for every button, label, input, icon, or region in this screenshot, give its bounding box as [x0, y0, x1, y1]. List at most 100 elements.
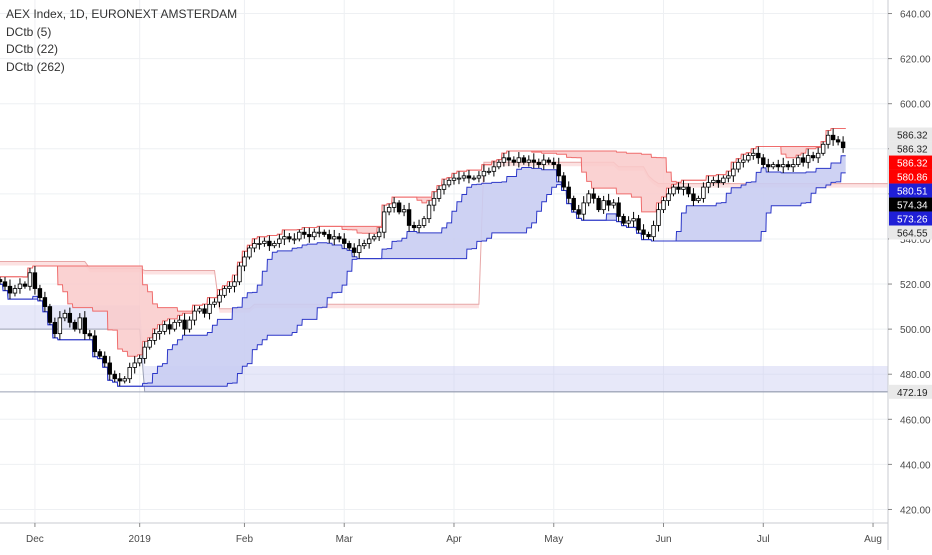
- candle-body: [187, 319, 192, 330]
- candle: [381, 205, 387, 239]
- candle-body: [541, 159, 546, 165]
- candle-body: [726, 175, 731, 179]
- candle: [516, 152, 522, 168]
- candle: [366, 233, 372, 249]
- candle: [681, 180, 686, 196]
- candle-body: [581, 202, 586, 215]
- candle: [471, 175, 477, 181]
- candle-body: [132, 362, 137, 368]
- candle-body: [112, 373, 117, 380]
- candle-body: [516, 157, 522, 163]
- candle-body: [152, 333, 157, 341]
- candle-body: [406, 209, 412, 226]
- candle: [287, 232, 292, 243]
- candle: [796, 155, 801, 167]
- candle: [531, 153, 536, 169]
- candle-body: [142, 346, 147, 359]
- candle-body: [656, 209, 661, 226]
- candle-body: [526, 159, 532, 163]
- candle-body: [776, 164, 781, 168]
- price-tick-label: 460.00: [900, 415, 931, 426]
- time-tick-label: Apr: [446, 534, 462, 545]
- candle: [67, 307, 73, 328]
- candle: [656, 202, 661, 232]
- legend-study-dctb-22[interactable]: DCtb (22): [6, 42, 59, 56]
- candle-body: [47, 306, 53, 323]
- candle: [716, 174, 721, 188]
- candle: [17, 278, 23, 294]
- candle: [546, 157, 551, 165]
- candle-body: [800, 157, 806, 163]
- price-tag-box: [889, 211, 932, 226]
- candle-body: [671, 186, 676, 195]
- candle-body: [606, 200, 611, 206]
- candle-body: [7, 285, 13, 294]
- candle-body: [92, 335, 97, 353]
- candle-body: [252, 243, 257, 249]
- candle-body: [162, 324, 167, 332]
- candle-body: [416, 225, 422, 229]
- candle-body: [701, 186, 706, 199]
- candle-body: [786, 164, 791, 168]
- price-tag: 574.34: [889, 197, 932, 212]
- candle: [771, 161, 776, 170]
- candle: [825, 130, 831, 149]
- candle-body: [212, 301, 217, 305]
- candle-body: [636, 218, 641, 231]
- price-tag: 573.26: [889, 211, 932, 226]
- candle: [386, 203, 392, 216]
- candle-body: [242, 256, 247, 267]
- legend-study-dctb-5[interactable]: DCtb (5): [6, 24, 52, 39]
- candle: [356, 238, 362, 259]
- candle: [701, 182, 706, 203]
- candle-body: [741, 159, 746, 163]
- candle-body: [57, 317, 63, 335]
- candle-body: [117, 378, 122, 382]
- legend-title: AEX Index, 1D, EURONEXT AMSTERDAM: [6, 7, 238, 21]
- candle-body: [436, 188, 442, 199]
- candle-body: [182, 319, 187, 330]
- candle: [371, 233, 377, 242]
- candle: [581, 196, 586, 221]
- candle-body: [307, 234, 312, 238]
- candle-body: [586, 193, 591, 204]
- candle: [252, 238, 257, 253]
- legend-study-dctb-262[interactable]: DCtb (262): [6, 59, 65, 74]
- candle: [232, 275, 237, 293]
- candle: [227, 281, 232, 293]
- candle-body: [641, 229, 646, 235]
- candle-body: [27, 272, 33, 287]
- candle-body: [32, 272, 38, 289]
- candle: [511, 156, 517, 166]
- time-axis: Dec 2019 Feb Mar Apr May Jun Jul Aug: [0, 522, 888, 545]
- candle-body: [805, 155, 811, 163]
- candle: [451, 173, 457, 185]
- candle: [791, 158, 796, 172]
- candle-body: [466, 175, 472, 179]
- candle: [591, 188, 596, 204]
- price-tag-box: [889, 141, 932, 156]
- candle-body: [322, 231, 327, 235]
- candle: [102, 351, 107, 368]
- candle-body: [371, 236, 377, 240]
- legend: AEX Index, 1D, EURONEXT AMSTERDAM DCtb (…: [6, 6, 237, 76]
- candle-body: [616, 202, 621, 217]
- candle-body: [232, 281, 237, 287]
- candle-body: [197, 308, 202, 312]
- candle: [267, 235, 272, 251]
- candle: [726, 171, 731, 183]
- candle: [117, 372, 122, 387]
- candle: [706, 175, 711, 194]
- candle-body: [67, 312, 73, 323]
- lower-channel-band: [0, 155, 846, 387]
- candle: [691, 188, 696, 206]
- candle: [242, 251, 247, 272]
- candle-body: [52, 321, 58, 335]
- price-tag-label: 586.32: [897, 131, 928, 142]
- candle: [541, 154, 546, 170]
- candle: [2, 277, 8, 291]
- candle: [337, 232, 342, 243]
- candle: [671, 184, 676, 197]
